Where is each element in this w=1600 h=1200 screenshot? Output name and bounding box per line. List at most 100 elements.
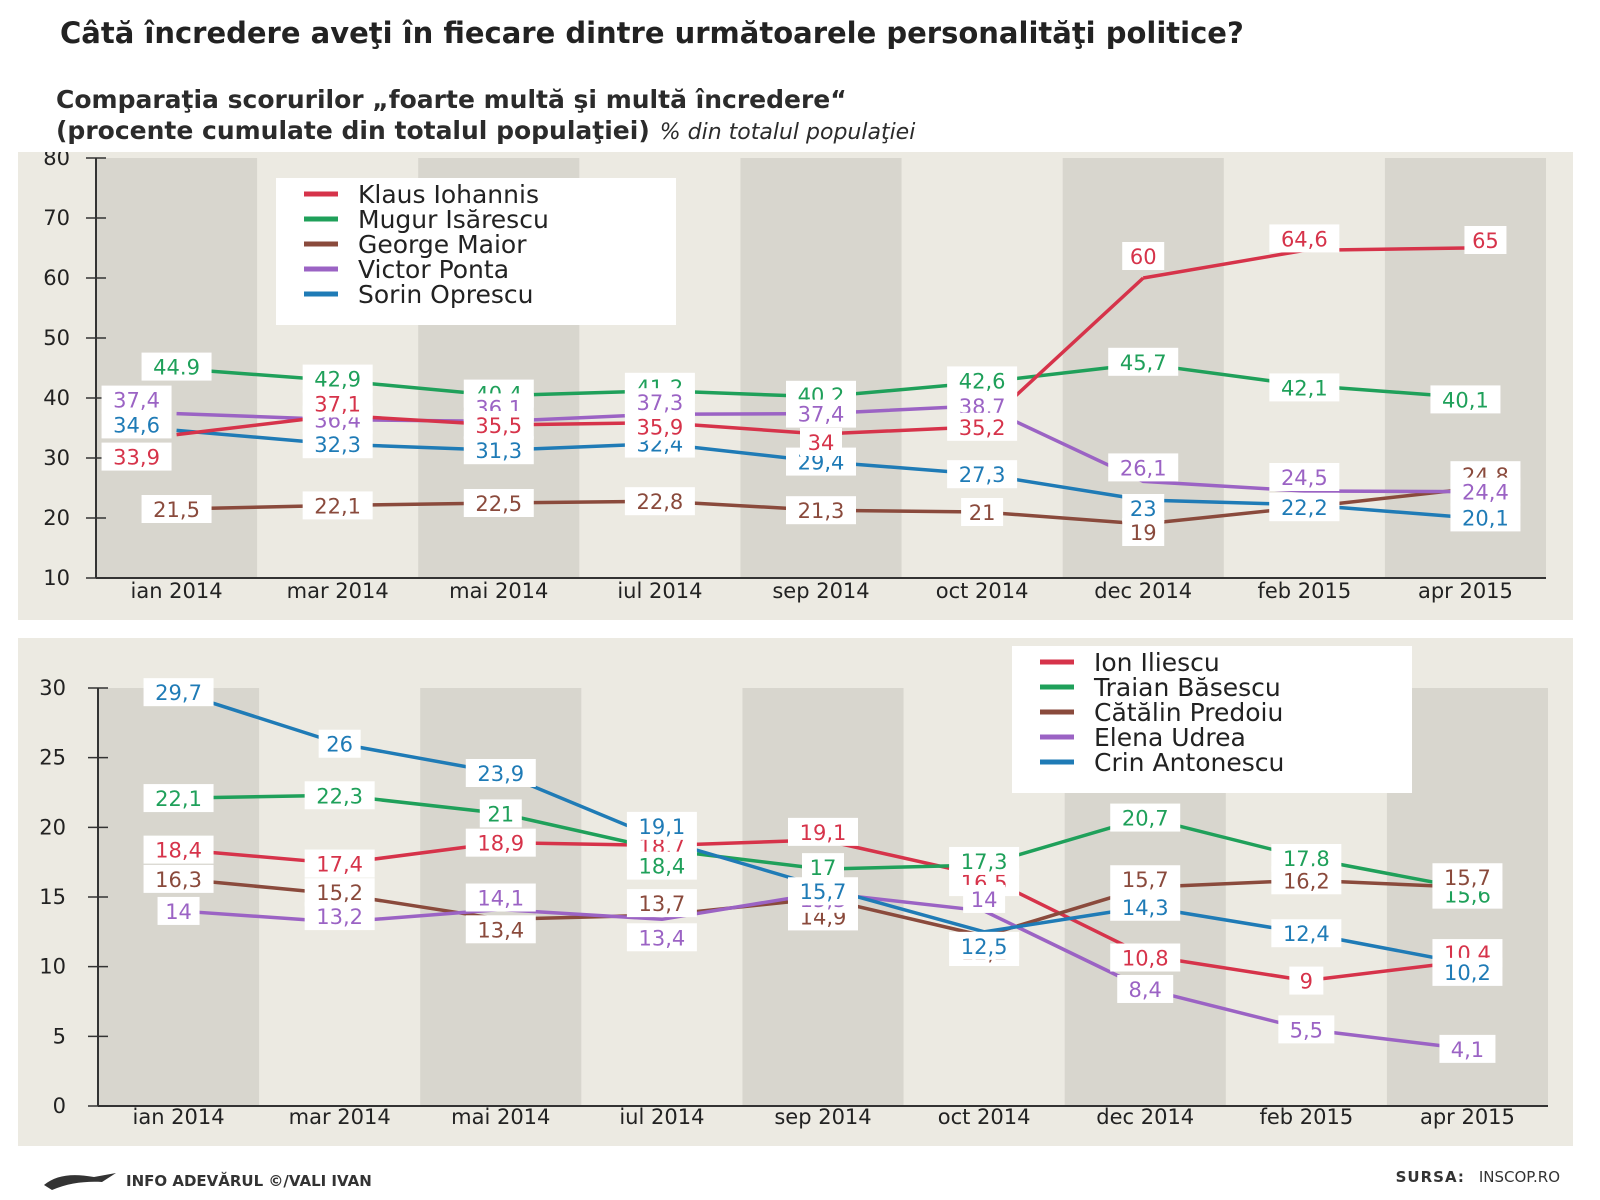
top-value-label-box (302, 364, 373, 393)
bottom-value-label-traian-basescu: 20,7 (1110, 803, 1181, 832)
top-y-tick-label: 70 (43, 206, 70, 230)
top-value-label-text: 19 (1130, 521, 1157, 545)
top-value-label-sorin-oprescu: 32,3 (302, 430, 373, 459)
bottom-value-label-box (1117, 974, 1174, 1003)
top-x-tick-label: dec 2014 (1094, 579, 1192, 603)
top-value-label-victor-ponta: 37,4 (786, 399, 856, 428)
top-x-tick-label: oct 2014 (936, 579, 1029, 603)
top-value-label-box (947, 460, 1018, 489)
bottom-value-label-crin-antonescu: 15,7 (788, 877, 858, 906)
top-value-label-text: 64,6 (1281, 227, 1328, 251)
top-value-label-mugur-isarescu: 44.9 (141, 352, 212, 381)
bottom-y-tick-label: 5 (53, 1024, 66, 1048)
top-value-label-text: 22,5 (475, 492, 522, 516)
top-value-label-klaus-iohannis-early: 33,9 (101, 442, 172, 471)
top-value-label-george-maior: 22,1 (302, 491, 373, 520)
bottom-value-label-text: 23,9 (477, 762, 524, 786)
bottom-value-label-traian-basescu: 17 (802, 853, 844, 882)
top-value-label-klaus-iohannis: 60 (1122, 242, 1165, 270)
top-value-label-box (624, 412, 695, 441)
bottom-x-tick-label: mar 2014 (289, 1105, 391, 1129)
bottom-value-label-crin-antonescu: 12,4 (1271, 919, 1342, 948)
bottom-value-label-traian-basescu: 18,4 (626, 851, 697, 880)
bottom-value-label-elena-udrea: 8,4 (1117, 974, 1174, 1003)
top-value-label-text: 37,4 (113, 389, 160, 413)
top-y-tick-label: 10 (43, 566, 70, 590)
top-value-label-mugur-isarescu: 42,1 (1269, 373, 1340, 402)
top-value-label-george-maior: 22,5 (463, 489, 534, 517)
top-value-label-mugur-isarescu: 45,7 (1108, 347, 1179, 376)
bottom-legend-label-ion-iliescu: Ion Iliescu (1094, 648, 1220, 677)
bottom-legend-label-traian-basescu: Traian Băsescu (1093, 673, 1281, 702)
top-value-label-text: 20,1 (1462, 506, 1509, 530)
top-x-tick-label: iul 2014 (617, 579, 702, 603)
top-value-label-box (1269, 463, 1340, 491)
top-value-label-box (302, 430, 373, 459)
top-value-label-box (101, 410, 172, 439)
bottom-value-label-elena-udrea: 14,1 (465, 883, 536, 912)
bottom-value-label-text: 8,4 (1129, 978, 1162, 1002)
unit-note: % din totalul populaţiei (659, 120, 916, 145)
top-value-label-text: 34,6 (113, 413, 160, 437)
top-value-label-text: 21,3 (798, 499, 845, 523)
bottom-value-label-traian-basescu: 22,3 (304, 781, 375, 810)
footer-credit: INFO ADEVĂRUL ©/VALI IVAN (42, 1168, 372, 1194)
top-value-label-victor-ponta: 37,3 (624, 388, 695, 417)
bottom-value-label-box (465, 915, 536, 944)
bottom-value-label-box (304, 878, 375, 907)
top-value-label-box (141, 495, 212, 523)
bottom-y-tick-label: 20 (39, 815, 66, 839)
bottom-value-label-box (465, 883, 536, 912)
bottom-value-label-text: 20,7 (1122, 807, 1169, 831)
top-value-label-george-maior: 21 (961, 498, 1004, 526)
top-value-label-box (1108, 347, 1179, 376)
bottom-value-label-text: 5,5 (1290, 1018, 1323, 1042)
bottom-value-label-catalin-predoiu: 13,4 (465, 915, 536, 944)
bottom-value-label-box (1110, 943, 1181, 972)
top-value-label-text: 24,5 (1281, 466, 1328, 490)
top-value-label-box (1450, 503, 1521, 532)
bottom-value-label-crin-antonescu: 10,2 (1432, 957, 1503, 986)
top-value-label-sorin-oprescu: 34,6 (101, 410, 172, 439)
bottom-value-label-text: 13,4 (477, 918, 524, 942)
top-value-label-victor-ponta: 26,1 (1108, 453, 1179, 482)
top-value-label-text: 33,9 (113, 446, 160, 470)
bottom-value-label-catalin-predoiu: 15,2 (304, 878, 375, 907)
bottom-value-label-text: 22,3 (316, 784, 363, 808)
top-value-label-text: 35,9 (637, 416, 684, 440)
bottom-value-label-text: 10,8 (1122, 947, 1169, 971)
top-value-label-klaus-iohannis-early: 35,9 (624, 412, 695, 441)
subtitle-line-2-text: (procente cumulate din totalul populaţie… (56, 116, 650, 145)
top-value-label-klaus-iohannis-early: 35,5 (463, 411, 534, 439)
chart-subtitle: Comparaţia scorurilor „foarte multă şi m… (56, 84, 1456, 148)
top-value-label-box (1122, 242, 1165, 270)
top-value-label-box (302, 389, 373, 418)
bottom-value-label-box (788, 877, 858, 906)
bottom-value-label-catalin-predoiu: 16,3 (143, 864, 214, 893)
bottom-x-tick-label: oct 2014 (938, 1105, 1031, 1129)
top-value-label-text: 44.9 (153, 356, 200, 380)
bottom-value-label-text: 4,1 (1451, 1038, 1484, 1062)
top-y-tick-label: 20 (43, 506, 70, 530)
bottom-value-label-box (1110, 892, 1181, 921)
top-x-tick-label: ian 2014 (130, 579, 222, 603)
top-value-label-text: 42,9 (314, 368, 361, 392)
bottom-value-label-box (304, 902, 375, 931)
bottom-y-tick-label: 0 (53, 1094, 66, 1118)
bottom-value-label-box (1432, 863, 1503, 892)
top-y-tick-label: 60 (43, 266, 70, 290)
bottom-value-label-box (157, 896, 200, 925)
top-x-tick-label: sep 2014 (772, 579, 869, 603)
bottom-value-label-traian-basescu: 17,3 (949, 846, 1020, 875)
bottom-value-label-box (1271, 866, 1342, 895)
bottom-y-tick-label: 15 (39, 885, 66, 909)
bottom-value-label-box (479, 799, 522, 828)
bottom-value-label-box (143, 835, 214, 864)
top-value-label-box (302, 491, 373, 520)
top-value-label-text: 24,4 (1462, 481, 1509, 505)
top-value-label-box (624, 388, 695, 417)
top-value-label-text: 22,8 (637, 490, 684, 514)
top-value-label-box (961, 498, 1004, 526)
top-value-label-sorin-oprescu: 20,1 (1450, 503, 1521, 532)
